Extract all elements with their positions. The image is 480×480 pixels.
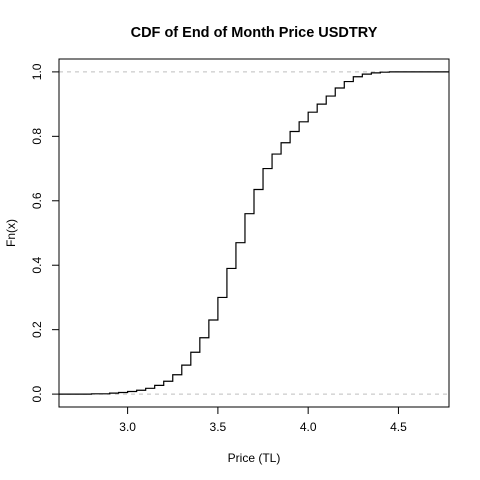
y-tick-label: 0.8 [30, 128, 44, 145]
plot-frame [58, 58, 450, 408]
x-axis: 3.0 3.5 4.0 4.5 [119, 406, 407, 434]
y-tick-label: 1.0 [30, 63, 44, 80]
y-tick-label: 0.0 [30, 385, 44, 402]
y-axis-label: Fn(x) [4, 219, 18, 247]
x-axis-label: Price (TL) [228, 451, 281, 465]
chart-title: CDF of End of Month Price USDTRY [131, 25, 378, 41]
y-tick-label: 0.6 [30, 192, 44, 209]
cdf-series [59, 71, 449, 395]
cdf-line-0 [59, 71, 449, 395]
reference-lines [59, 71, 449, 395]
y-axis: 0.0 0.2 0.4 0.6 0.8 1.0 [30, 63, 60, 402]
x-tick-label: 3.5 [210, 420, 227, 434]
x-tick-label: 4.0 [300, 420, 317, 434]
x-tick-label: 4.5 [390, 420, 407, 434]
y-tick-label: 0.4 [30, 257, 44, 274]
y-tick-label: 0.2 [30, 321, 44, 338]
x-tick-label: 3.0 [119, 420, 136, 434]
